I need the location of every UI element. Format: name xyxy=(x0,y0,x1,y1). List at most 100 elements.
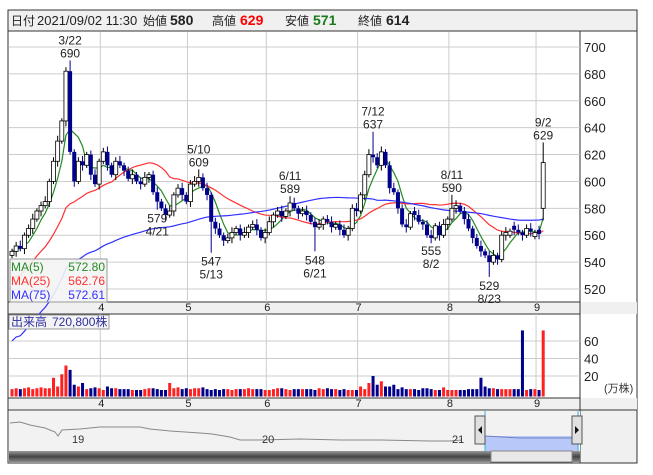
candle xyxy=(184,194,189,202)
candle xyxy=(117,161,122,166)
volume-bar xyxy=(93,387,97,397)
candle xyxy=(151,174,156,193)
volume-bar xyxy=(234,389,238,397)
volume-bar xyxy=(321,389,325,397)
volume-bar xyxy=(56,386,60,397)
volume-bar xyxy=(14,388,18,397)
volume-bar xyxy=(359,386,363,397)
candle xyxy=(304,211,309,216)
axis-corner xyxy=(580,398,637,410)
volume-bar xyxy=(280,388,284,397)
volume-bar xyxy=(147,388,151,397)
candle xyxy=(470,228,475,238)
volume-bar xyxy=(18,389,22,397)
volume-tick: 20 xyxy=(584,369,598,384)
navigator-scrollbar-thumb[interactable] xyxy=(490,450,573,463)
candle xyxy=(528,228,533,232)
candle xyxy=(453,205,459,209)
candle xyxy=(425,224,429,236)
candle xyxy=(80,161,85,166)
candle xyxy=(407,213,413,228)
candle xyxy=(254,224,259,230)
volume-bar xyxy=(164,390,168,397)
volume-bar xyxy=(213,389,217,397)
volume-bar xyxy=(197,388,201,397)
navigator-right-handle[interactable] xyxy=(571,415,583,445)
annotation-date: 6/21 xyxy=(303,266,327,280)
volume-bar xyxy=(491,388,495,397)
annotation-value: 529 xyxy=(479,279,499,293)
volume-bar xyxy=(309,389,313,397)
navigator-line xyxy=(9,421,463,442)
annotation-value: 547 xyxy=(201,255,221,269)
annotation-date: 3/22 xyxy=(58,33,82,47)
candle xyxy=(38,205,44,212)
volume-bar xyxy=(467,389,470,397)
range-navigator[interactable]: 19 20 21 xyxy=(9,411,583,463)
volume-bar xyxy=(334,389,338,397)
volume-bar xyxy=(52,377,55,397)
candle xyxy=(512,225,517,230)
navigator-selection[interactable] xyxy=(485,436,578,451)
volume-bar xyxy=(39,387,43,397)
candle xyxy=(192,181,198,185)
candle xyxy=(159,201,164,209)
volume-bar xyxy=(375,384,379,397)
candle xyxy=(483,251,488,256)
candle xyxy=(13,245,19,252)
candle xyxy=(113,160,119,176)
navigator-left-handle[interactable] xyxy=(474,415,486,445)
volume-bar xyxy=(172,388,176,397)
volume-bar xyxy=(64,365,68,397)
volume-bar xyxy=(126,389,130,397)
candle xyxy=(362,174,368,196)
candle xyxy=(316,224,322,228)
price-tick: 700 xyxy=(584,40,606,55)
volume-bar xyxy=(180,389,184,397)
candle xyxy=(378,151,384,166)
navigator-year: 21 xyxy=(452,434,464,446)
candle xyxy=(142,177,148,185)
volume-bar xyxy=(218,390,221,397)
navigator-scrollbar-track[interactable] xyxy=(9,451,580,462)
volume-bar xyxy=(263,390,267,397)
volume-bar xyxy=(516,389,520,397)
candle xyxy=(524,228,529,236)
close-label: 終値 xyxy=(358,13,382,28)
candle xyxy=(320,218,326,225)
volume-bar xyxy=(255,389,259,397)
volume-bar xyxy=(276,388,280,397)
candle xyxy=(279,211,284,217)
volume-bar xyxy=(47,388,51,397)
volume-tick: 60 xyxy=(584,334,598,349)
volume-bar xyxy=(462,390,466,397)
annotation-date: 8/2 xyxy=(423,257,440,271)
candle xyxy=(537,229,542,234)
month-tick: 9 xyxy=(534,398,540,410)
volume-bar xyxy=(413,389,417,397)
candle xyxy=(495,255,500,260)
candle xyxy=(105,151,110,166)
volume-bar xyxy=(504,389,508,397)
volume-bar xyxy=(238,389,242,397)
volume-bar xyxy=(450,390,454,397)
candle xyxy=(196,177,202,182)
axis-corner xyxy=(580,302,637,314)
price-tick: 560 xyxy=(584,228,606,243)
candle xyxy=(63,70,69,122)
volume-bar xyxy=(35,388,39,397)
candle xyxy=(241,232,247,236)
volume-bar xyxy=(429,389,433,397)
candle xyxy=(540,162,546,209)
candle xyxy=(507,230,513,236)
volume-bar xyxy=(222,389,226,397)
volume-bar xyxy=(188,389,192,397)
annotation-date: 6/11 xyxy=(279,169,302,183)
volume-bar xyxy=(529,389,533,397)
candle xyxy=(59,120,65,142)
volume-bar xyxy=(230,390,234,397)
month-tick: 8 xyxy=(447,398,453,410)
candle xyxy=(358,194,364,212)
volume-value: 720,800株 xyxy=(52,314,107,329)
